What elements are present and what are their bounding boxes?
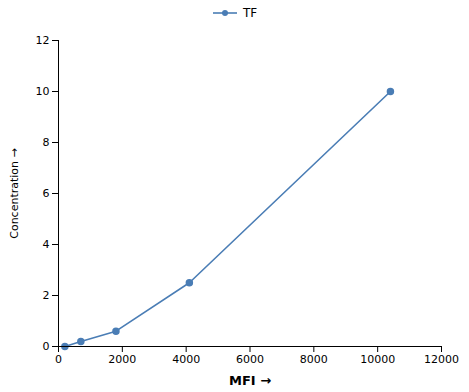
svg-text:8000: 8000 [300, 353, 328, 366]
svg-text:8: 8 [43, 136, 50, 149]
svg-text:Concentration →: Concentration → [8, 148, 21, 239]
svg-text:2: 2 [43, 289, 50, 302]
svg-text:12000: 12000 [424, 353, 459, 366]
html-text:TF: TF [242, 6, 258, 20]
svg-text:6000: 6000 [236, 353, 264, 366]
svg-text:4000: 4000 [172, 353, 200, 366]
svg-text:MFI →: MFI → [229, 373, 271, 388]
svg-text:10: 10 [36, 85, 50, 98]
svg-text:0: 0 [43, 340, 50, 353]
svg-text:12: 12 [36, 34, 50, 47]
svg-text:0: 0 [55, 353, 62, 366]
svg-text:10000: 10000 [360, 353, 395, 366]
svg-text:6: 6 [43, 187, 50, 200]
svg-text:2000: 2000 [108, 353, 136, 366]
svg-text:4: 4 [43, 238, 50, 251]
